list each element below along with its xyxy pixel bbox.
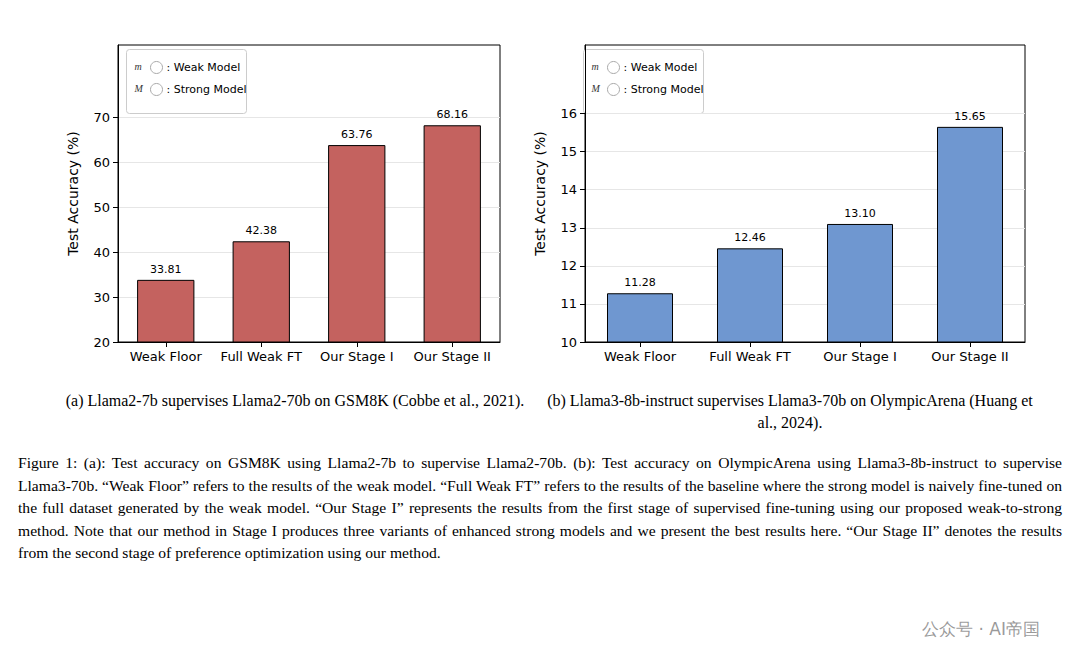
- svg-text:40: 40: [93, 245, 110, 260]
- svg-text:11: 11: [560, 296, 577, 311]
- svg-text:m: m: [135, 61, 142, 72]
- svg-text:10: 10: [560, 335, 577, 350]
- svg-text:: Strong Model: : Strong Model: [167, 83, 247, 96]
- html-text:(a) Llama2-7b supervises Llama: (a) Llama2-7b supervises Llama2-70b on G…: [65, 392, 525, 409]
- svg-text:13: 13: [560, 220, 577, 235]
- svg-text:Full Weak FT: Full Weak FT: [221, 349, 302, 364]
- svg-text:33.81: 33.81: [150, 263, 182, 276]
- svg-text:Our Stage II: Our Stage II: [931, 349, 1008, 364]
- svg-text:15.65: 15.65: [954, 110, 986, 123]
- svg-text:m: m: [592, 61, 599, 72]
- svg-text:12: 12: [560, 258, 577, 273]
- svg-text:13.10: 13.10: [844, 207, 876, 220]
- svg-text:Our Stage II: Our Stage II: [414, 349, 491, 364]
- svg-text:42.38: 42.38: [246, 224, 278, 237]
- svg-text:50: 50: [93, 200, 110, 215]
- svg-text:14: 14: [560, 182, 577, 197]
- svg-text:: Weak Model: : Weak Model: [624, 61, 698, 74]
- html-text:公众号 · AI帝国: 公众号 · AI帝国: [922, 619, 1040, 639]
- svg-text:Test Accuracy (%): Test Accuracy (%): [532, 131, 548, 257]
- html-text:(b) Llama3-8b-instruct supervi: (b) Llama3-8b-instruct supervises Llama3…: [547, 392, 1033, 431]
- svg-text:11.28: 11.28: [624, 276, 656, 289]
- svg-text:: Weak Model: : Weak Model: [167, 61, 241, 74]
- svg-text:Our Stage I: Our Stage I: [320, 349, 393, 364]
- svg-text:68.16: 68.16: [437, 108, 469, 121]
- svg-text:Test Accuracy (%): Test Accuracy (%): [65, 131, 81, 257]
- html-text:Figure 1: (a): Test accuracy o: Figure 1: (a): Test accuracy on GSM8K us…: [18, 454, 1062, 561]
- svg-text:60: 60: [93, 155, 110, 170]
- svg-text:16: 16: [560, 106, 577, 121]
- svg-text:12.46: 12.46: [734, 231, 766, 244]
- svg-text:M: M: [134, 83, 144, 94]
- svg-text:30: 30: [93, 290, 110, 305]
- svg-text:20: 20: [93, 335, 110, 350]
- svg-text:70: 70: [93, 110, 110, 125]
- svg-text:Our Stage I: Our Stage I: [823, 349, 896, 364]
- svg-text:M: M: [591, 83, 601, 94]
- svg-text:Weak Floor: Weak Floor: [130, 349, 203, 364]
- svg-text:63.76: 63.76: [341, 128, 373, 141]
- svg-text:15: 15: [560, 144, 577, 159]
- svg-text:Full Weak FT: Full Weak FT: [709, 349, 790, 364]
- svg-text:Weak Floor: Weak Floor: [604, 349, 677, 364]
- svg-text:: Strong Model: : Strong Model: [624, 83, 704, 96]
